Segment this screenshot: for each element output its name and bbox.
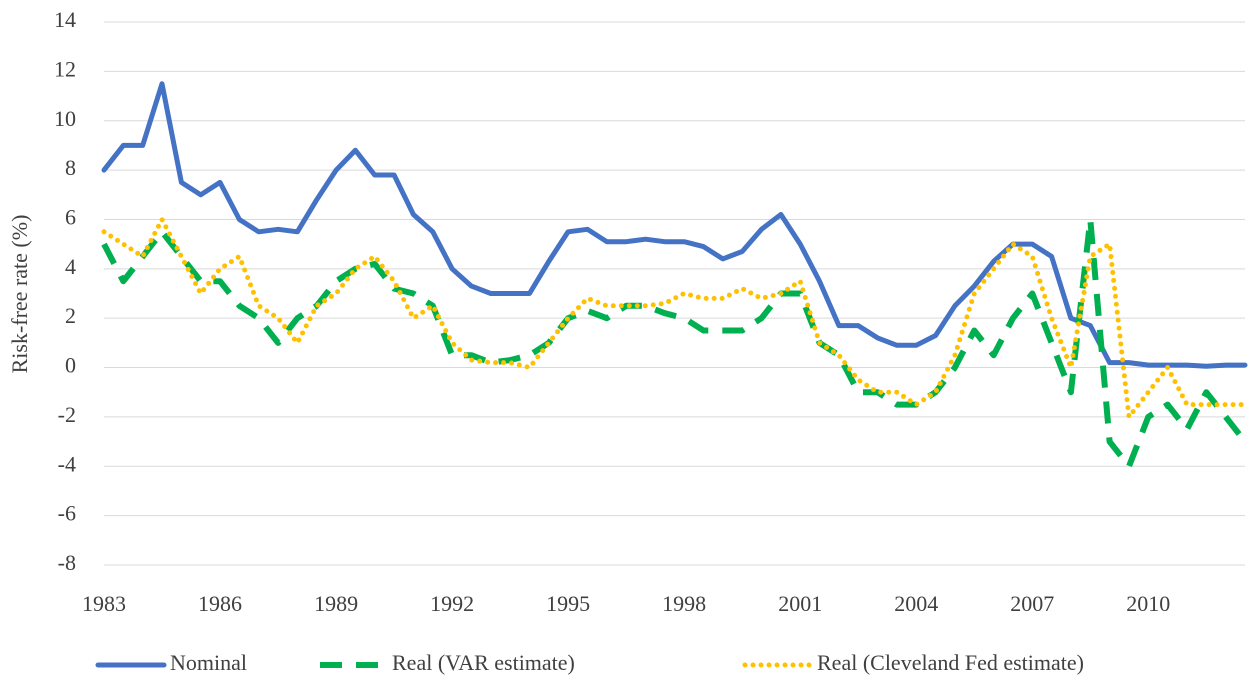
y-tick-label: -6 [58,501,76,526]
y-tick-label: 2 [65,303,76,328]
x-tick-label: 2004 [894,591,938,616]
y-tick-label: 12 [54,56,76,81]
x-tick-label: 2001 [778,591,822,616]
x-tick-label: 1992 [430,591,474,616]
x-tick-label: 1986 [198,591,242,616]
y-axis-label: Risk-free rate (%) [7,215,32,374]
x-tick-label: 2007 [1010,591,1054,616]
y-tick-label: 6 [65,205,76,230]
series-line [101,81,1248,369]
series-line [101,216,1248,470]
legend-label: Nominal [170,650,247,675]
series-line [101,217,1248,420]
y-tick-label: 8 [65,155,76,180]
y-tick-label: -4 [58,451,76,476]
y-tick-label: 14 [54,7,76,32]
legend-label: Real (Cleveland Fed estimate) [817,650,1084,675]
y-tick-label: -2 [58,402,76,427]
x-tick-label: 1983 [82,591,126,616]
y-tick-label: 10 [54,106,76,131]
x-tick-label: 1989 [314,591,358,616]
y-tick-label: -8 [58,550,76,575]
legend-label: Real (VAR estimate) [392,650,575,675]
y-tick-label: 4 [65,254,76,279]
x-tick-label: 1995 [546,591,590,616]
x-tick-label: 2010 [1126,591,1170,616]
y-tick-label: 0 [65,353,76,378]
x-tick-label: 1998 [662,591,706,616]
